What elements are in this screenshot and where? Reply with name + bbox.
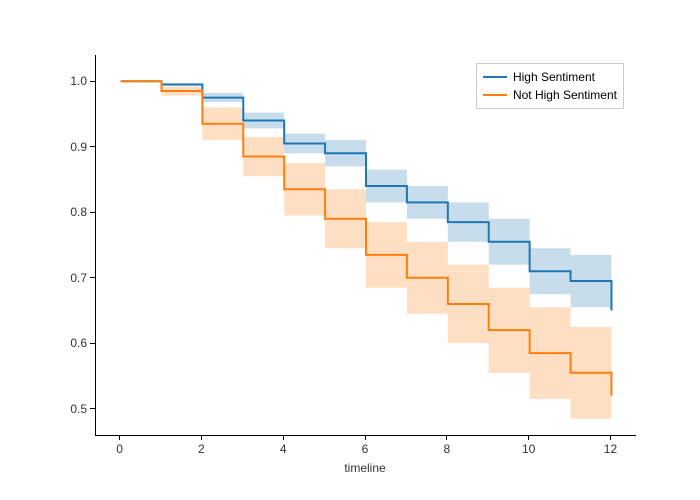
y-tick-label: 0.7 (65, 271, 87, 285)
y-tick-label: 1.0 (65, 74, 87, 88)
legend-item: Not High Sentiment (483, 86, 617, 104)
legend-swatch (483, 76, 507, 78)
y-tick-mark (90, 343, 95, 344)
x-tick-label: 6 (362, 442, 369, 456)
y-tick-mark (90, 277, 95, 278)
legend-item: High Sentiment (483, 68, 617, 86)
legend-label: High Sentiment (513, 70, 595, 84)
x-tick-label: 12 (604, 442, 617, 456)
x-tick-mark (528, 435, 529, 440)
y-tick-mark (90, 408, 95, 409)
legend: High Sentiment Not High Sentiment (476, 63, 624, 109)
plot-svg (96, 55, 636, 435)
x-tick-label: 10 (522, 442, 535, 456)
x-tick-mark (201, 435, 202, 440)
x-axis-label: timeline (344, 461, 385, 475)
x-tick-label: 0 (116, 442, 123, 456)
x-tick-mark (446, 435, 447, 440)
y-tick-mark (90, 81, 95, 82)
legend-swatch (483, 94, 507, 96)
x-tick-mark (119, 435, 120, 440)
y-tick-label: 0.9 (65, 140, 87, 154)
x-tick-label: 4 (280, 442, 287, 456)
y-tick-mark (90, 146, 95, 147)
x-tick-mark (365, 435, 366, 440)
x-tick-label: 8 (443, 442, 450, 456)
x-tick-mark (283, 435, 284, 440)
legend-label: Not High Sentiment (513, 88, 617, 102)
y-tick-label: 0.8 (65, 205, 87, 219)
y-tick-mark (90, 212, 95, 213)
y-tick-label: 0.5 (65, 402, 87, 416)
x-tick-label: 2 (198, 442, 205, 456)
plot-container: High Sentiment Not High Sentiment 0 2 4 6 8 10… (0, 0, 700, 500)
y-tick-label: 0.6 (65, 336, 87, 350)
x-tick-mark (610, 435, 611, 440)
axes: High Sentiment Not High Sentiment (95, 55, 636, 436)
